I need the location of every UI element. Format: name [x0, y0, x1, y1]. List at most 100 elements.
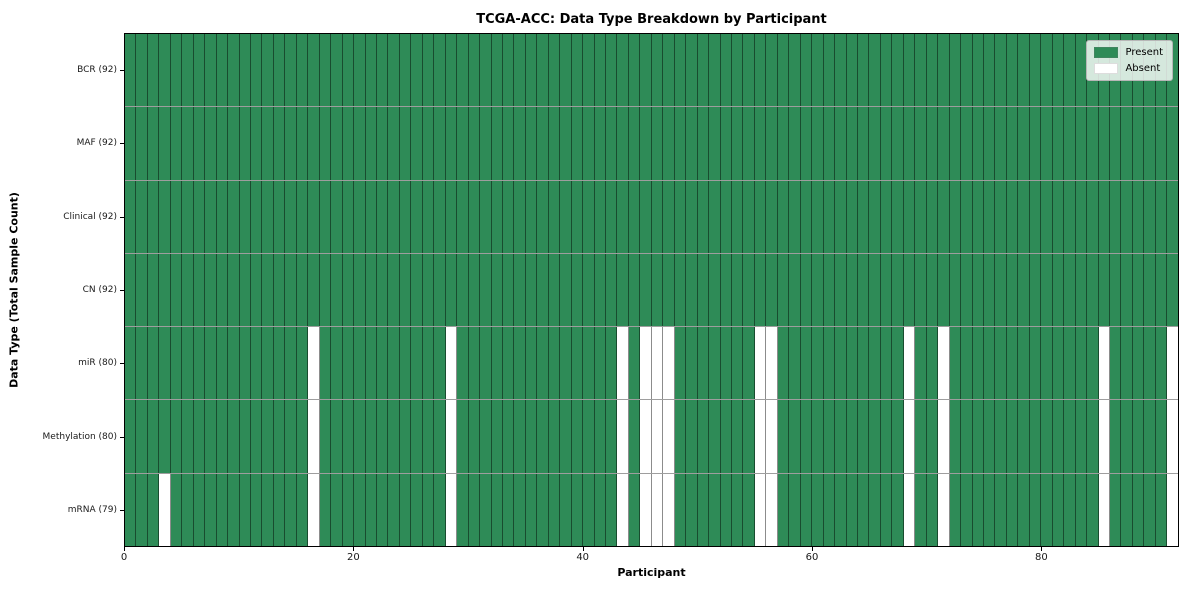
heatmap-cell [823, 327, 836, 400]
heatmap-cell [640, 107, 652, 180]
heatmap-cell [892, 34, 904, 107]
heatmap-cell [583, 180, 595, 253]
heatmap-cell [399, 180, 412, 253]
heatmap-cell [926, 400, 939, 473]
heatmap-cell [800, 327, 813, 400]
heatmap-cell [434, 253, 446, 327]
heatmap-cell [961, 253, 973, 327]
heatmap-cell [754, 253, 767, 327]
heatmap-cell [743, 253, 755, 327]
x-tick-label: 60 [805, 552, 819, 563]
heatmap-cell [858, 107, 870, 180]
heatmap-cell [1121, 473, 1133, 546]
heatmap-cell [468, 400, 481, 473]
heatmap-cell [869, 180, 881, 253]
heatmap-cell [1018, 253, 1030, 327]
heatmap-cell [1064, 107, 1076, 180]
heatmap-cell [697, 107, 710, 180]
heatmap-cell [354, 34, 366, 107]
heatmap-cell [823, 107, 836, 180]
heatmap-cell [789, 180, 801, 253]
heatmap-cell [228, 400, 240, 473]
heatmap-cell [1155, 107, 1168, 180]
heatmap-cell [319, 327, 332, 400]
heatmap-cell [709, 473, 721, 546]
heatmap-cell [147, 34, 160, 107]
heatmap-cell [594, 253, 607, 327]
heatmap-cell [709, 34, 721, 107]
heatmap-cell [789, 253, 801, 327]
heatmap-cell [285, 34, 297, 107]
x-tick-mark [582, 547, 584, 551]
heatmap-cell [846, 180, 858, 253]
heatmap-cell [250, 473, 263, 546]
heatmap-cell [434, 34, 446, 107]
heatmap-cell [1167, 400, 1178, 473]
heatmap-cell [1155, 253, 1168, 327]
heatmap-cell [1087, 400, 1099, 473]
heatmap-cell [342, 34, 355, 107]
heatmap-cell [434, 180, 446, 253]
heatmap-cell [411, 253, 423, 327]
heatmap-cell [651, 34, 664, 107]
heatmap-cell [835, 34, 847, 107]
heatmap-cell [697, 400, 710, 473]
heatmap-cell [800, 180, 813, 253]
heatmap-cell [1006, 473, 1019, 546]
heatmap-cell [983, 107, 996, 180]
heatmap-cell [846, 327, 858, 400]
heatmap-cell [777, 253, 790, 327]
heatmap-cell [296, 107, 309, 180]
heatmap-cell [1052, 34, 1065, 107]
heatmap-cell [399, 400, 412, 473]
heatmap-cell [250, 400, 263, 473]
heatmap-cell [995, 180, 1007, 253]
heatmap-cell [262, 327, 274, 400]
heatmap-cell [205, 473, 217, 546]
heatmap-cell [1167, 107, 1178, 180]
heatmap-cell [480, 327, 492, 400]
heatmap-cell [961, 327, 973, 400]
heatmap-cell [915, 400, 927, 473]
heatmap-cell [525, 253, 538, 327]
heatmap-cell [193, 180, 206, 253]
heatmap-cell [1064, 473, 1076, 546]
heatmap-cell [285, 400, 297, 473]
y-tick-label: BCR (92) [77, 64, 117, 75]
heatmap-cell [560, 180, 572, 253]
heatmap-cell [136, 253, 148, 327]
heatmap-cell [709, 400, 721, 473]
heatmap-cell [949, 34, 962, 107]
heatmap-cell [319, 107, 332, 180]
heatmap-cell [835, 107, 847, 180]
heatmap-cell [514, 400, 526, 473]
heatmap-cell [869, 400, 881, 473]
heatmap-cell [514, 107, 526, 180]
heatmap-cell [617, 107, 629, 180]
heatmap-cell [858, 400, 870, 473]
heatmap-cell [216, 180, 229, 253]
heatmap-cell [663, 34, 675, 107]
heatmap-cell [1075, 34, 1088, 107]
heatmap-cell [239, 473, 251, 546]
heatmap-cell [766, 107, 778, 180]
heatmap-cell [216, 107, 229, 180]
heatmap-cell [949, 253, 962, 327]
heatmap-cell [606, 473, 618, 546]
heatmap-cell [823, 180, 836, 253]
heatmap-cell [1109, 107, 1122, 180]
heatmap-cell [159, 253, 171, 327]
heatmap-cell [388, 107, 400, 180]
heatmap-cell [812, 473, 824, 546]
heatmap-cell [216, 473, 229, 546]
heatmap-cell [285, 180, 297, 253]
heatmap-cell [754, 180, 767, 253]
heatmap-cell [376, 400, 389, 473]
heatmap-cell [205, 400, 217, 473]
heatmap-cell [457, 253, 469, 327]
heatmap-cell [1167, 473, 1178, 546]
heatmap-cell [915, 253, 927, 327]
heatmap-row [125, 327, 1178, 401]
heatmap-cell [1087, 327, 1099, 400]
heatmap-cell [995, 253, 1007, 327]
